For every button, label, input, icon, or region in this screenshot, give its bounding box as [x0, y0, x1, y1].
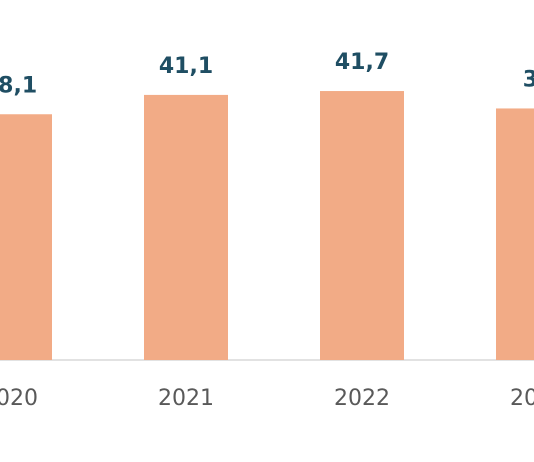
bar-2023	[496, 108, 534, 360]
bar-2021	[144, 94, 228, 360]
data-label-2022: 41,7	[335, 50, 389, 75]
bar-2020	[0, 114, 52, 360]
value-labels-group: 38,1 41,1 41,7 39	[0, 50, 534, 98]
x-tick-label-2021: 2021	[158, 386, 214, 411]
data-label-2023: 39	[523, 67, 534, 92]
bars-group	[0, 91, 534, 360]
data-label-2021: 41,1	[159, 54, 213, 79]
bar-2022	[320, 91, 404, 360]
x-tick-label-2023: 2023	[510, 386, 534, 411]
x-tick-label-2022: 2022	[334, 386, 390, 411]
data-label-2020: 38,1	[0, 73, 37, 98]
